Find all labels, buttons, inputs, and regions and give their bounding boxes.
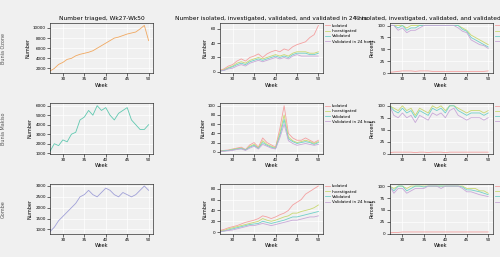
Text: Gombe: Gombe — [1, 200, 6, 218]
Y-axis label: Number: Number — [202, 38, 207, 58]
Title: Number isolated, investigated, validated, and validated in 24 hrs: Number isolated, investigated, validated… — [175, 16, 368, 21]
Y-axis label: Number: Number — [28, 199, 32, 219]
X-axis label: Week: Week — [434, 243, 448, 249]
Y-axis label: Percent: Percent — [370, 199, 375, 218]
Legend: Isolated, Investigated, Validated, Validated in 24 hours: Isolated, Investigated, Validated, Valid… — [494, 102, 500, 125]
Title: Number triaged, Wk27-Wk50: Number triaged, Wk27-Wk50 — [58, 16, 144, 21]
X-axis label: Week: Week — [94, 243, 108, 249]
Y-axis label: Percent: Percent — [370, 39, 375, 58]
Y-axis label: Number: Number — [200, 118, 205, 139]
Text: Bunia Ozone: Bunia Ozone — [1, 33, 6, 64]
Y-axis label: Number: Number — [28, 118, 32, 139]
Legend: Isolated, Investigated, Validated, Validated in 24 hours: Isolated, Investigated, Validated, Valid… — [324, 102, 376, 125]
X-axis label: Week: Week — [94, 163, 108, 168]
Y-axis label: Number: Number — [202, 199, 207, 219]
X-axis label: Week: Week — [264, 243, 278, 249]
X-axis label: Week: Week — [94, 83, 108, 88]
Title: % isolated, investigated, validated, and validated in 24 hrs: % isolated, investigated, validated, and… — [354, 16, 500, 21]
X-axis label: Week: Week — [434, 83, 448, 88]
Y-axis label: Percent: Percent — [370, 119, 375, 138]
X-axis label: Week: Week — [434, 163, 448, 168]
Legend: Isolated, Investigated, Validated, Validated in 24 hours: Isolated, Investigated, Validated, Valid… — [494, 22, 500, 45]
Legend: Isolated, Investigated, Validated, Validated in 24 hours: Isolated, Investigated, Validated, Valid… — [324, 183, 376, 206]
Legend: Isolated, Investigated, Validated, Validated in 24 hours: Isolated, Investigated, Validated, Valid… — [494, 183, 500, 206]
Legend: Isolated, Investigated, Validated, Validated in 24 hours: Isolated, Investigated, Validated, Valid… — [324, 22, 376, 45]
X-axis label: Week: Week — [264, 163, 278, 168]
Y-axis label: Number: Number — [25, 38, 30, 58]
X-axis label: Week: Week — [264, 83, 278, 88]
Text: Bunia Makiso: Bunia Makiso — [1, 112, 6, 145]
